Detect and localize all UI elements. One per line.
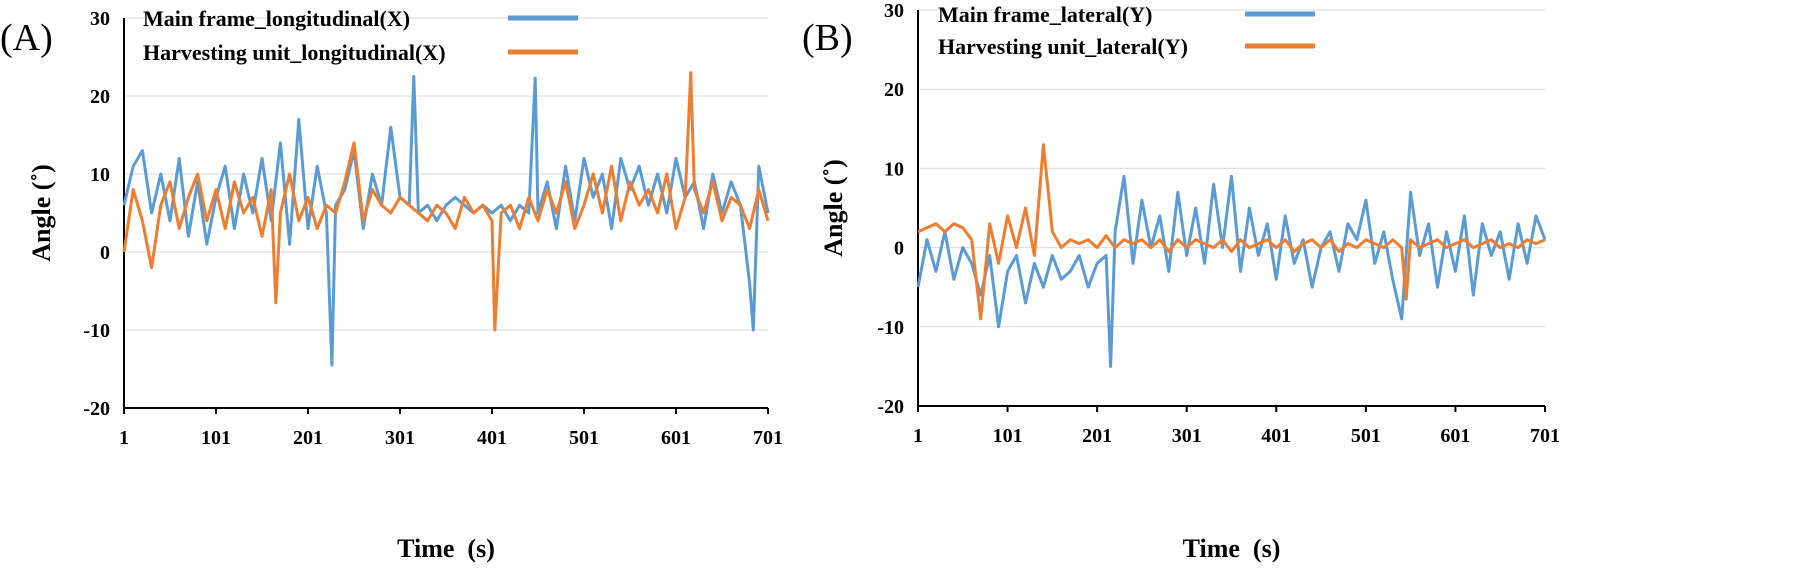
y-tick-label: 0 <box>894 238 904 260</box>
y-tick-label: 20 <box>884 79 904 101</box>
x-tick-label: 301 <box>1172 425 1202 447</box>
x-tick-label: 601 <box>661 427 691 449</box>
y-tick-label: 30 <box>90 8 110 30</box>
x-axis-title: Time (s) <box>1183 534 1281 563</box>
legend-label: Main frame_longitudinal(X) <box>143 6 410 31</box>
series-line-harvesting-unit <box>917 143 1546 321</box>
x-tick-label: 701 <box>1530 425 1560 447</box>
series-line-main-frame <box>916 174 1547 368</box>
series-line-main-frame <box>122 75 770 367</box>
legend-label: Harvesting unit_lateral(Y) <box>938 34 1188 59</box>
y-tick-label: 30 <box>884 0 904 22</box>
y-tick-label: 20 <box>90 86 110 108</box>
x-axis-title: Time (s) <box>397 534 495 563</box>
legend-label: Harvesting unit_longitudinal(X) <box>143 40 446 65</box>
x-tick-label: 401 <box>477 427 507 449</box>
x-tick-label: 601 <box>1440 425 1470 447</box>
legend-label: Main frame_lateral(Y) <box>938 2 1152 27</box>
x-tick-label: 501 <box>1351 425 1381 447</box>
x-tick-label: 1 <box>119 427 129 449</box>
panel-label: (B) <box>802 17 853 59</box>
panel-label: (A) <box>0 17 53 59</box>
y-tick-label: 0 <box>100 242 110 264</box>
x-tick-label: 1 <box>913 425 923 447</box>
y-tick-label: 10 <box>90 164 110 186</box>
x-tick-label: 301 <box>385 427 415 449</box>
x-tick-label: 101 <box>993 425 1023 447</box>
x-tick-label: 201 <box>1082 425 1112 447</box>
series-line-harvesting-unit <box>122 71 770 332</box>
y-axis-title: Angle (˚) <box>27 164 56 261</box>
x-tick-label: 101 <box>201 427 231 449</box>
y-axis-title: Angle (˚) <box>819 159 848 256</box>
x-tick-label: 401 <box>1261 425 1291 447</box>
y-tick-label: -20 <box>877 396 904 418</box>
y-tick-label: -20 <box>83 398 110 420</box>
y-tick-label: -10 <box>877 317 904 339</box>
x-tick-label: 701 <box>753 427 783 449</box>
y-tick-label: 10 <box>884 158 904 180</box>
x-tick-label: 201 <box>293 427 323 449</box>
y-tick-label: -10 <box>83 320 110 342</box>
x-tick-label: 501 <box>569 427 599 449</box>
